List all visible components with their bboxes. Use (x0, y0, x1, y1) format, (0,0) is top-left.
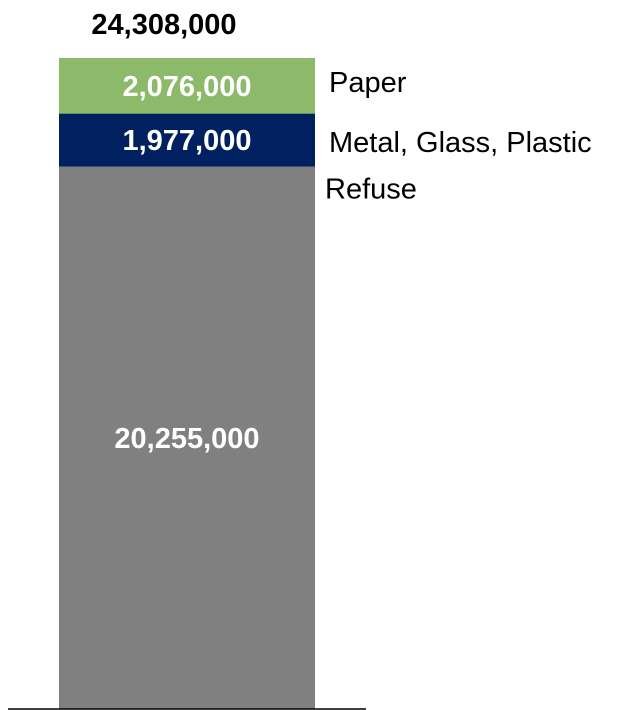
value-label-refuse: 20,255,000 (114, 423, 259, 455)
total-label: 24,308,000 (91, 9, 236, 41)
series-label-paper: Paper (329, 67, 407, 99)
series-label-refuse: Refuse (325, 174, 417, 206)
series-label-metal-glass-plastic: Metal, Glass, Plastic (329, 127, 592, 159)
value-label-paper: 2,076,000 (122, 71, 251, 103)
value-label-metal-glass-plastic: 1,977,000 (122, 125, 251, 157)
series-labels: Refuse Metal, Glass, Plastic Paper (325, 67, 592, 206)
bar-segment-metal-glass-plastic (59, 113, 315, 167)
bar-segments (59, 58, 315, 710)
bar-segment-paper (59, 58, 315, 114)
segment-value-labels: 20,255,000 1,977,000 2,076,000 (114, 71, 259, 455)
bar-segment-refuse (59, 166, 315, 710)
